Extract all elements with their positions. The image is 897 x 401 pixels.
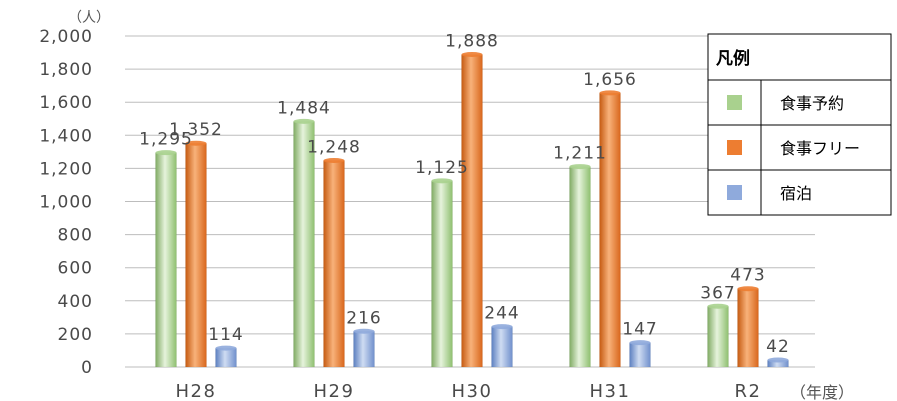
data-label: 1,484 bbox=[277, 98, 331, 118]
data-label: 147 bbox=[622, 320, 657, 340]
x-tick-label: H31 bbox=[590, 381, 631, 401]
data-label: 1,125 bbox=[415, 158, 469, 178]
data-label: 1,295 bbox=[139, 130, 193, 150]
data-label: 42 bbox=[766, 337, 790, 357]
bar-cap bbox=[737, 286, 759, 292]
y-tick-label: 400 bbox=[58, 292, 93, 312]
bar bbox=[599, 92, 621, 368]
y-tick-label: 1,800 bbox=[39, 60, 93, 80]
data-label: 1,211 bbox=[553, 144, 607, 164]
legend-swatch bbox=[727, 95, 742, 110]
bar bbox=[737, 288, 759, 368]
data-label: 216 bbox=[346, 308, 381, 328]
legend-title: 凡例 bbox=[716, 48, 750, 69]
x-axis-unit: （年度） bbox=[790, 383, 854, 401]
bar-cap bbox=[323, 157, 345, 163]
y-tick-label: 1,200 bbox=[39, 159, 93, 179]
data-label: 114 bbox=[208, 325, 243, 345]
y-tick-label: 1,400 bbox=[39, 126, 93, 146]
bar bbox=[293, 121, 315, 368]
y-axis-ticks: 0 200 400 600 800 1,000 1,200 1,400 1,600 1,800 2,… bbox=[39, 27, 93, 378]
bar bbox=[461, 54, 483, 368]
bars bbox=[155, 52, 789, 368]
bar bbox=[353, 331, 375, 368]
bar bbox=[155, 152, 177, 368]
x-tick-label: H28 bbox=[176, 381, 217, 401]
bar bbox=[569, 166, 591, 368]
bar-cap bbox=[215, 345, 237, 351]
data-label: 367 bbox=[700, 283, 735, 303]
bar-cap bbox=[185, 140, 207, 146]
bar bbox=[185, 142, 207, 368]
x-tick-label: H30 bbox=[452, 381, 493, 401]
data-label: 1,888 bbox=[445, 32, 499, 52]
legend-label: 食事予約 bbox=[780, 94, 844, 113]
y-tick-label: 1,600 bbox=[39, 93, 93, 113]
y-tick-label: 2,000 bbox=[39, 27, 93, 47]
y-tick-label: 1,000 bbox=[39, 193, 93, 213]
bar-cap bbox=[599, 90, 621, 96]
bar-cap bbox=[353, 328, 375, 334]
x-tick-label: R2 bbox=[735, 381, 762, 401]
bar bbox=[323, 160, 345, 368]
y-tick-label: 200 bbox=[58, 325, 93, 345]
legend-label: 宿泊 bbox=[780, 184, 812, 203]
bar bbox=[431, 180, 453, 368]
y-tick-label: 600 bbox=[58, 259, 93, 279]
y-tick-label: 0 bbox=[81, 358, 93, 378]
bar bbox=[491, 326, 513, 368]
legend-swatch bbox=[727, 185, 742, 200]
bar-cap bbox=[707, 303, 729, 309]
legend-label: 食事フリー bbox=[780, 139, 860, 158]
data-label: 1,656 bbox=[583, 70, 637, 90]
bar bbox=[215, 347, 237, 368]
bar-cap bbox=[155, 150, 177, 156]
bar-cap bbox=[629, 340, 651, 346]
bar bbox=[629, 342, 651, 368]
x-tick-label: H29 bbox=[314, 381, 355, 401]
bar-cap bbox=[569, 164, 591, 170]
y-tick-label: 800 bbox=[58, 226, 93, 246]
bar bbox=[707, 306, 729, 368]
bar-cap bbox=[767, 357, 789, 363]
data-label: 1,352 bbox=[169, 120, 223, 140]
x-axis-ticks: H28 H29 H30 H31 R2 bbox=[176, 381, 762, 401]
data-label: 1,248 bbox=[307, 137, 361, 157]
bar-cap bbox=[293, 118, 315, 124]
data-label: 473 bbox=[730, 266, 765, 286]
legend-swatch bbox=[727, 140, 742, 155]
y-axis-unit: （人） bbox=[68, 10, 110, 26]
bar-cap bbox=[491, 324, 513, 330]
bar-cap bbox=[461, 52, 483, 58]
data-label: 244 bbox=[484, 304, 519, 324]
bar-cap bbox=[431, 178, 453, 184]
